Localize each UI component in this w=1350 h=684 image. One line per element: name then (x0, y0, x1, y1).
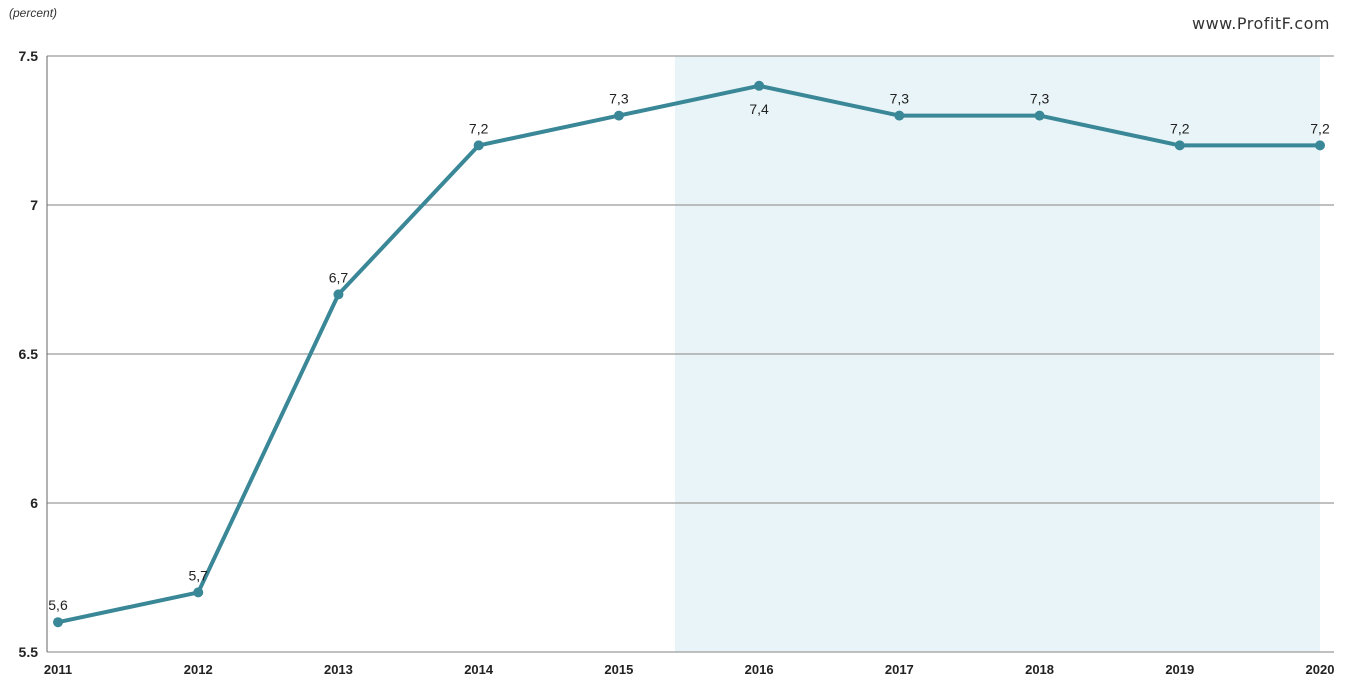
data-point (53, 617, 63, 628)
series-line-group (56, 83, 1322, 625)
data-labels: 5,6 5,7 6,7 7,2 7,3 7,4 7,3 7,3 7,2 7,2 (48, 91, 1330, 614)
x-tick-label: 2020 (1306, 662, 1335, 677)
data-point (754, 80, 765, 91)
data-label: 5,7 (188, 567, 208, 583)
data-point (473, 140, 484, 151)
unit-label: (percent) (9, 6, 58, 20)
data-point (1315, 140, 1325, 151)
data-points (53, 80, 1325, 628)
y-tick-label: 6 (30, 495, 38, 511)
gridlines (46, 55, 1334, 653)
x-tick-label: 2015 (604, 662, 633, 677)
data-label: 7,4 (749, 101, 769, 117)
x-tick-label: 2016 (745, 662, 774, 677)
data-label: 7,3 (890, 91, 910, 107)
data-label: 6,7 (329, 269, 349, 285)
y-axis-ticks: 7.5 7 6.5 6 5.5 (19, 48, 39, 660)
data-label: 7,2 (469, 120, 489, 136)
y-tick-label: 7 (30, 197, 38, 213)
data-label: 7,3 (1030, 91, 1050, 107)
data-point (193, 587, 204, 598)
data-label: 7,2 (1170, 120, 1190, 136)
watermark-text: www.ProfitF.com (1192, 14, 1330, 33)
x-tick-label: 2019 (1165, 662, 1194, 677)
data-point (613, 110, 624, 121)
data-point (1174, 140, 1185, 151)
x-tick-label: 2018 (1025, 662, 1054, 677)
y-tick-label: 7.5 (19, 48, 39, 64)
data-point (894, 110, 905, 121)
data-point (333, 289, 344, 300)
x-tick-label: 2017 (885, 662, 914, 677)
y-tick-label: 6.5 (19, 346, 39, 362)
y-tick-label: 5.5 (19, 644, 39, 660)
x-tick-label: 2014 (464, 662, 494, 677)
x-tick-label: 2013 (324, 662, 353, 677)
series-line (56, 83, 1322, 625)
data-point (1034, 110, 1045, 121)
data-label: 5,6 (48, 597, 68, 613)
x-axis-ticks: 2011 2012 2013 2014 2015 2016 2017 2018 2019 2020 (44, 662, 1335, 677)
x-tick-label: 2011 (44, 662, 72, 677)
data-label: 7,2 (1310, 120, 1330, 136)
data-label: 7,3 (609, 91, 629, 107)
x-tick-label: 2012 (184, 662, 213, 677)
